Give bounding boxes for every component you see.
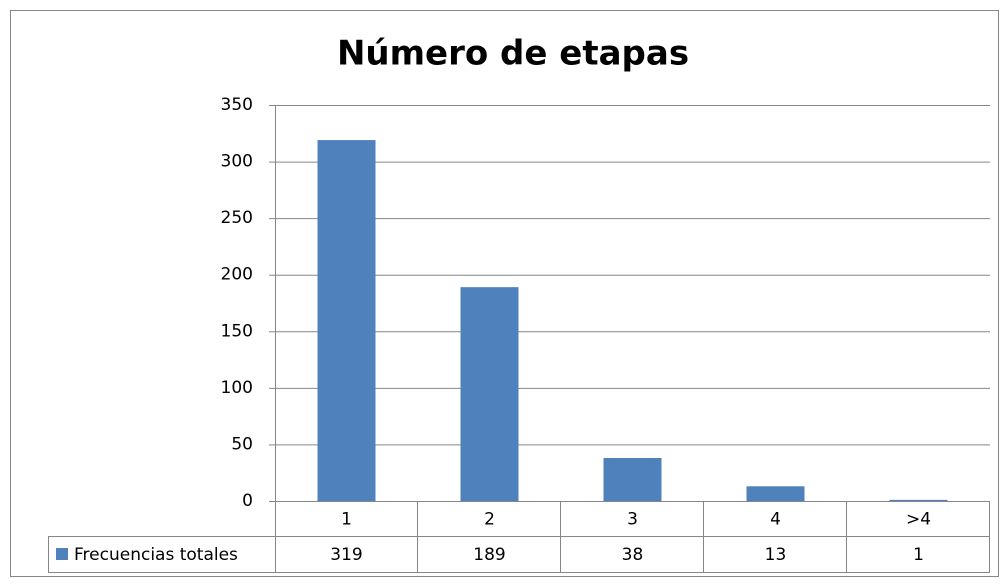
table-value: 1 [913,545,924,565]
x-tick-label: 1 [341,510,352,530]
chart-title: Número de etapas [337,34,689,74]
y-tick-label: 250 [221,208,253,228]
bar [317,140,376,501]
x-tick-label: 2 [484,510,495,530]
bar [746,486,805,501]
legend-swatch [56,548,68,560]
x-tick-label: 3 [627,510,638,530]
x-tick-label: 4 [770,510,781,530]
bar [889,499,948,501]
bar [603,458,662,501]
y-tick-label: 0 [242,491,253,511]
y-tick-label: 50 [231,434,253,454]
table-value: 13 [765,545,787,565]
y-tick-label: 100 [221,378,253,398]
y-tick-label: 150 [221,321,253,341]
table-value: 38 [622,545,644,565]
table-value: 189 [473,545,505,565]
y-tick-label: 200 [221,265,253,285]
bar [460,287,519,501]
x-tick-label: >4 [906,510,931,530]
y-tick-label: 350 [221,95,253,115]
y-tick-label: 300 [221,152,253,172]
legend-label: Frecuencias totales [74,545,238,565]
table-value: 319 [330,545,362,565]
